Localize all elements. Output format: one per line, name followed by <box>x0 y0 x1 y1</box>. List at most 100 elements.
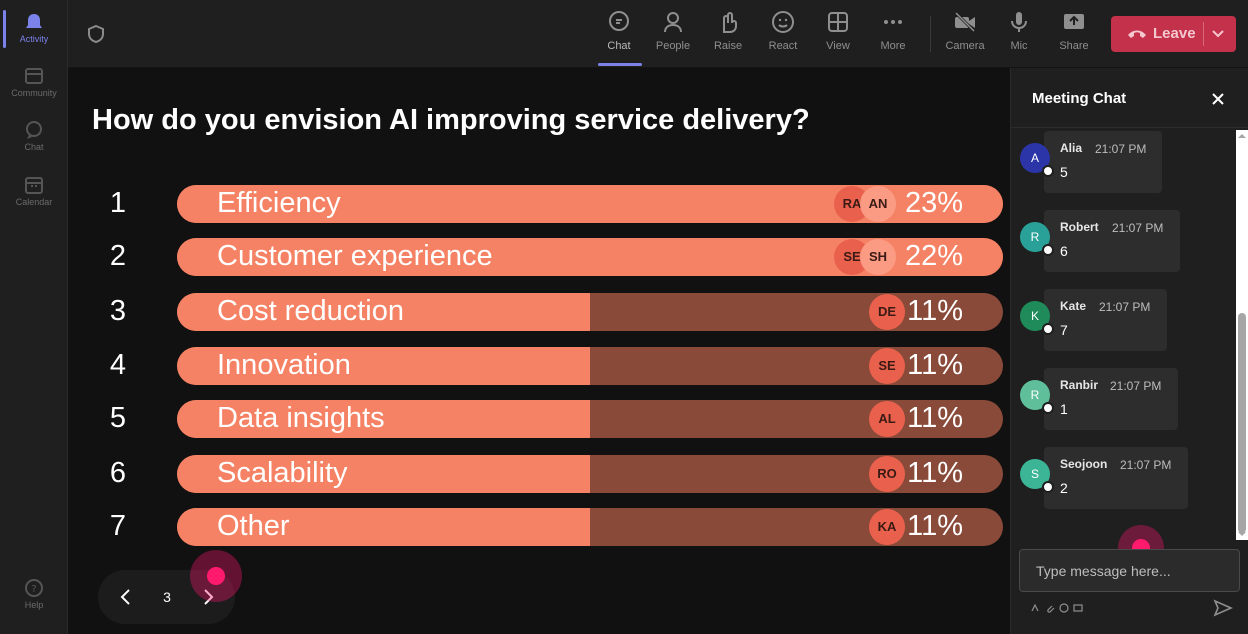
option-label: Data insights <box>217 402 385 434</box>
option-number: 3 <box>109 295 127 327</box>
message-bubble: Seojoon 21:07 PM 2 <box>1044 447 1188 509</box>
option-number: 7 <box>109 510 127 542</box>
chevron-left-icon[interactable] <box>118 588 134 606</box>
chat-message-input[interactable] <box>1019 549 1240 592</box>
presence-indicator <box>1042 481 1054 493</box>
rail-label-community: Community <box>11 88 57 98</box>
scrollbar-thumb[interactable] <box>1238 313 1246 533</box>
poll-option: 3 Cost reduction DE 11% <box>68 293 1010 331</box>
sender-name: Alia <box>1060 141 1083 155</box>
chat-message: Seojoon 21:07 PM 2 S <box>1011 444 1236 509</box>
sender-name: Kate <box>1060 299 1087 313</box>
emoji-icon[interactable] <box>1059 603 1069 613</box>
option-label: Innovation <box>217 349 351 381</box>
option-number: 5 <box>109 402 127 434</box>
tool-label-react: React <box>768 40 798 52</box>
message-bubble: Kate 21:07 PM 7 <box>1044 289 1167 351</box>
option-fill <box>177 293 590 331</box>
tool-people[interactable]: People <box>646 10 700 52</box>
message-time: 21:07 PM <box>1110 379 1162 393</box>
chevron-down-icon[interactable] <box>1211 27 1225 41</box>
tool-label-more: More <box>880 40 906 52</box>
rail-label-activity: Activity <box>19 34 49 44</box>
tool-label-share: Share <box>1059 40 1089 52</box>
rail-label-calendar: Calendar <box>15 197 53 207</box>
bell-icon <box>26 14 42 28</box>
tool-chat[interactable]: Chat <box>592 10 646 52</box>
more-icon <box>884 20 902 24</box>
chat-title: Meeting Chat <box>1032 90 1127 107</box>
tool-share[interactable]: Share <box>1047 10 1101 52</box>
rail-item-activity[interactable]: Activity <box>0 12 68 44</box>
toolbar-divider <box>930 16 931 52</box>
option-label: Efficiency <box>217 187 341 219</box>
sender-name: Ranbir <box>1060 378 1099 392</box>
option-percent: 22% <box>904 240 963 272</box>
rail-item-help[interactable]: ? Help <box>0 578 68 610</box>
attach-icon[interactable] <box>1045 603 1055 613</box>
tool-mic[interactable]: Mic <box>992 10 1046 52</box>
message-text: 5 <box>1060 164 1068 180</box>
message-text: 1 <box>1060 401 1068 417</box>
app-rail: Activity Community Chat Calendar ? Help <box>0 0 68 634</box>
smiley-icon <box>772 11 794 33</box>
option-percent: 11% <box>907 457 963 489</box>
voter-avatar: DE <box>869 294 905 330</box>
share-icon <box>1064 14 1084 29</box>
tool-view[interactable]: View <box>811 10 865 52</box>
sender-name: Seojoon <box>1060 457 1108 471</box>
tool-label-raise: Raise <box>713 40 743 52</box>
voter-avatar: KA <box>869 509 905 545</box>
poll-option: 7 Other KA 11% <box>68 508 1010 546</box>
option-fill <box>177 455 590 493</box>
send-icon[interactable] <box>1213 599 1233 617</box>
tool-more[interactable]: More <box>866 10 920 52</box>
message-text: 2 <box>1060 480 1068 496</box>
message-time: 21:07 PM <box>1112 221 1164 235</box>
scroll-down-arrow-icon[interactable] <box>1238 530 1246 538</box>
option-bar: Data insights AL 11% <box>177 400 1003 438</box>
rail-item-community[interactable]: Community <box>0 66 68 98</box>
rail-item-calendar[interactable]: Calendar <box>0 175 68 207</box>
rail-item-chat[interactable]: Chat <box>0 120 68 152</box>
svg-text:?: ? <box>31 584 36 595</box>
tool-raise[interactable]: Raise <box>701 10 755 52</box>
message-text: 6 <box>1060 243 1068 259</box>
community-icon <box>25 68 43 84</box>
presence-indicator <box>1042 244 1054 256</box>
poll-option: 6 Scalability RO 11% <box>68 455 1010 493</box>
voter-avatar: AN <box>860 186 896 222</box>
gif-icon[interactable] <box>1073 603 1083 613</box>
option-bar: Scalability RO 11% <box>177 455 1003 493</box>
option-percent: 11% <box>907 402 963 434</box>
rail-label-help: Help <box>24 600 44 610</box>
poll-option: 5 Data insights AL 11% <box>68 400 1010 438</box>
option-number: 2 <box>109 240 127 272</box>
message-time: 21:07 PM <box>1120 458 1172 472</box>
message-bubble: Alia 21:07 PM 5 <box>1044 131 1162 193</box>
option-bar: Other KA 11% <box>177 508 1003 546</box>
option-label: Scalability <box>217 457 348 489</box>
chevron-right-icon[interactable] <box>200 588 216 606</box>
avatar: R <box>1020 380 1050 410</box>
format-icon[interactable] <box>1030 603 1040 613</box>
message-text: 7 <box>1060 322 1068 338</box>
tool-camera[interactable]: Camera <box>938 10 992 52</box>
option-percent: 11% <box>907 295 963 327</box>
voter-avatar: AL <box>869 401 905 437</box>
help-icon: ? <box>25 579 43 597</box>
meeting-toolbar: Chat People Raise React View More Camera… <box>68 0 1248 68</box>
message-bubble: Robert 21:07 PM 6 <box>1044 210 1180 272</box>
close-icon[interactable] <box>1211 92 1225 106</box>
tool-label-mic: Mic <box>1010 40 1028 52</box>
poll-option: 2 Customer experience SE SH 22% <box>68 238 1010 276</box>
chat-icon <box>26 121 42 139</box>
shield-icon[interactable] <box>86 24 106 44</box>
scroll-up-arrow-icon[interactable] <box>1238 132 1246 140</box>
grid-icon <box>828 12 848 32</box>
tool-react[interactable]: React <box>756 10 810 52</box>
leave-button[interactable]: Leave <box>1111 16 1236 52</box>
camera-off-icon <box>954 11 976 33</box>
voter-avatar: SH <box>860 239 896 275</box>
leave-label: Leave <box>1153 25 1196 42</box>
